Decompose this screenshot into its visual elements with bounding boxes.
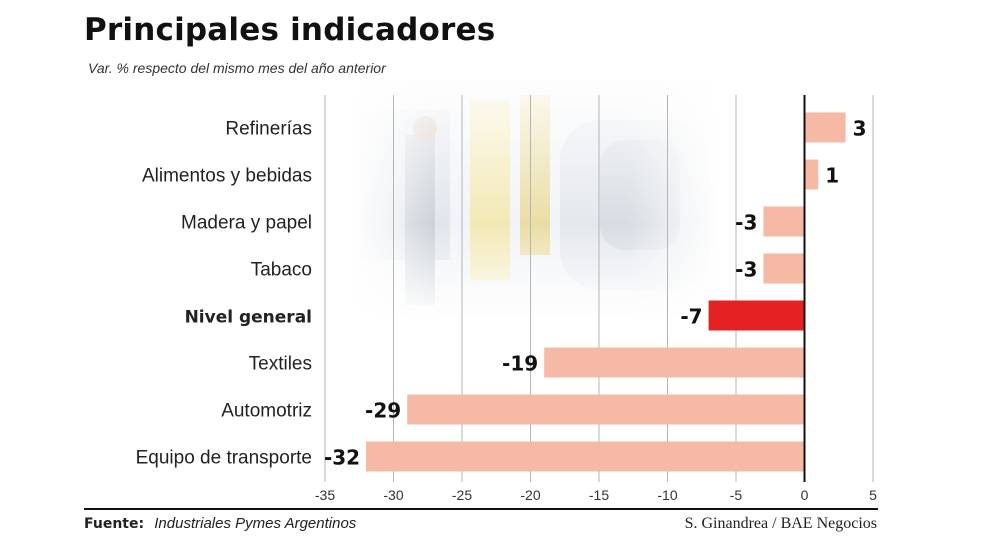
category-label: Tabaco — [251, 260, 312, 281]
data-label: -32 — [324, 446, 360, 470]
source-note: Fuente: Industriales Pymes Argentinos — [84, 515, 356, 532]
data-label: -29 — [365, 399, 401, 423]
x-tick-label: -15 — [589, 487, 609, 503]
bar — [763, 206, 805, 237]
data-label: 1 — [825, 164, 839, 188]
x-tick-label: -25 — [452, 487, 472, 503]
category-label: Nivel general — [185, 308, 312, 328]
data-label: -19 — [502, 352, 538, 376]
category-label: Automotriz — [221, 401, 312, 422]
data-label: -7 — [680, 305, 702, 329]
category-label: Textiles — [249, 354, 312, 375]
chart-subtitle: Var. % respecto del mismo mes del año an… — [88, 60, 386, 76]
source-label: Fuente: — [84, 516, 145, 532]
category-label: Equipo de transporte — [136, 448, 312, 469]
category-label: Alimentos y bebidas — [142, 166, 312, 187]
x-tick-label: -35 — [315, 487, 335, 503]
bar — [804, 112, 846, 143]
bar — [407, 394, 805, 425]
factory-background-image — [350, 80, 720, 320]
x-tick-label: -5 — [730, 487, 743, 503]
x-tick-label: -10 — [657, 487, 677, 503]
x-tick-label: 5 — [869, 487, 877, 503]
bar — [366, 441, 805, 472]
data-label: 3 — [853, 117, 867, 141]
category-label: Madera y papel — [181, 213, 312, 234]
bar — [804, 159, 819, 190]
x-tick-label: 0 — [801, 487, 809, 503]
bar — [708, 300, 805, 331]
x-tick-label: -30 — [383, 487, 403, 503]
source-text: Industriales Pymes Argentinos — [154, 515, 357, 532]
credit-text: S. Ginandrea / BAE Negocios — [684, 515, 877, 532]
footer-rule — [84, 508, 878, 510]
data-label: -3 — [735, 211, 757, 235]
bar — [763, 253, 805, 284]
x-tick-label: -20 — [520, 487, 540, 503]
bar — [544, 347, 805, 378]
chart-title: Principales indicadores — [84, 12, 496, 48]
category-label: Refinerías — [225, 119, 312, 140]
data-label: -3 — [735, 258, 757, 282]
